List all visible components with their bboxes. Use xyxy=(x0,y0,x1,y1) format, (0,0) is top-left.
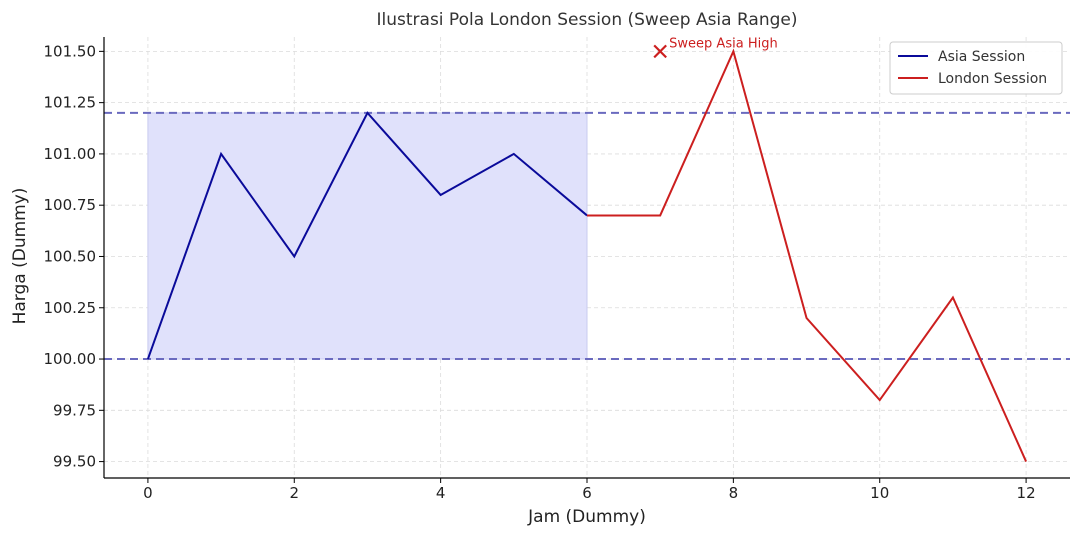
series-lines xyxy=(146,48,1028,462)
x-tick-label: 4 xyxy=(436,484,446,502)
y-tick-label: 100.50 xyxy=(44,247,97,265)
legend-label: London Session xyxy=(938,71,1047,87)
y-axis-ticks: 99.50 99.75 100.00 100.25 100.50 100.75 101.00… xyxy=(44,42,104,471)
x-tick-label: 10 xyxy=(870,484,889,502)
chart-legend: Asia Session London Session xyxy=(889,41,1063,95)
asia-range-box xyxy=(147,112,588,360)
y-tick-label: 100.75 xyxy=(44,196,97,214)
y-tick-label: 100.00 xyxy=(44,350,97,368)
y-tick-label: 100.25 xyxy=(44,299,97,317)
x-tick-label: 2 xyxy=(289,484,299,502)
y-tick-label: 101.00 xyxy=(44,145,97,163)
x-axis-label: Jam (Dummy) xyxy=(527,507,646,527)
x-tick-label: 6 xyxy=(582,484,592,502)
y-tick-label: 101.50 xyxy=(44,42,97,60)
y-axis-label: Harga (Dummy) xyxy=(10,188,30,325)
london-session-line xyxy=(587,48,1028,462)
y-tick-label: 99.75 xyxy=(53,401,96,419)
asia-range-rect xyxy=(147,112,588,360)
x-tick-label: 12 xyxy=(1017,484,1036,502)
y-tick-label: 101.25 xyxy=(44,94,97,112)
x-tick-label: 8 xyxy=(729,484,739,502)
annotation-label: Sweep Asia High xyxy=(669,36,778,51)
x-axis-ticks: 0 2 4 6 8 10 12 xyxy=(143,478,1036,502)
legend-frame xyxy=(889,41,1063,95)
asia-session-line xyxy=(146,111,588,360)
legend-label: Asia Session xyxy=(938,49,1025,65)
chart-title: Ilustrasi Pola London Session (Sweep Asi… xyxy=(377,10,798,30)
x-tick-label: 0 xyxy=(143,484,153,502)
y-tick-label: 99.50 xyxy=(53,453,96,471)
annotation-layer: Sweep Asia High xyxy=(653,36,778,59)
range-reference-lines xyxy=(104,111,1070,361)
sweep-marker-stroke xyxy=(653,44,667,59)
